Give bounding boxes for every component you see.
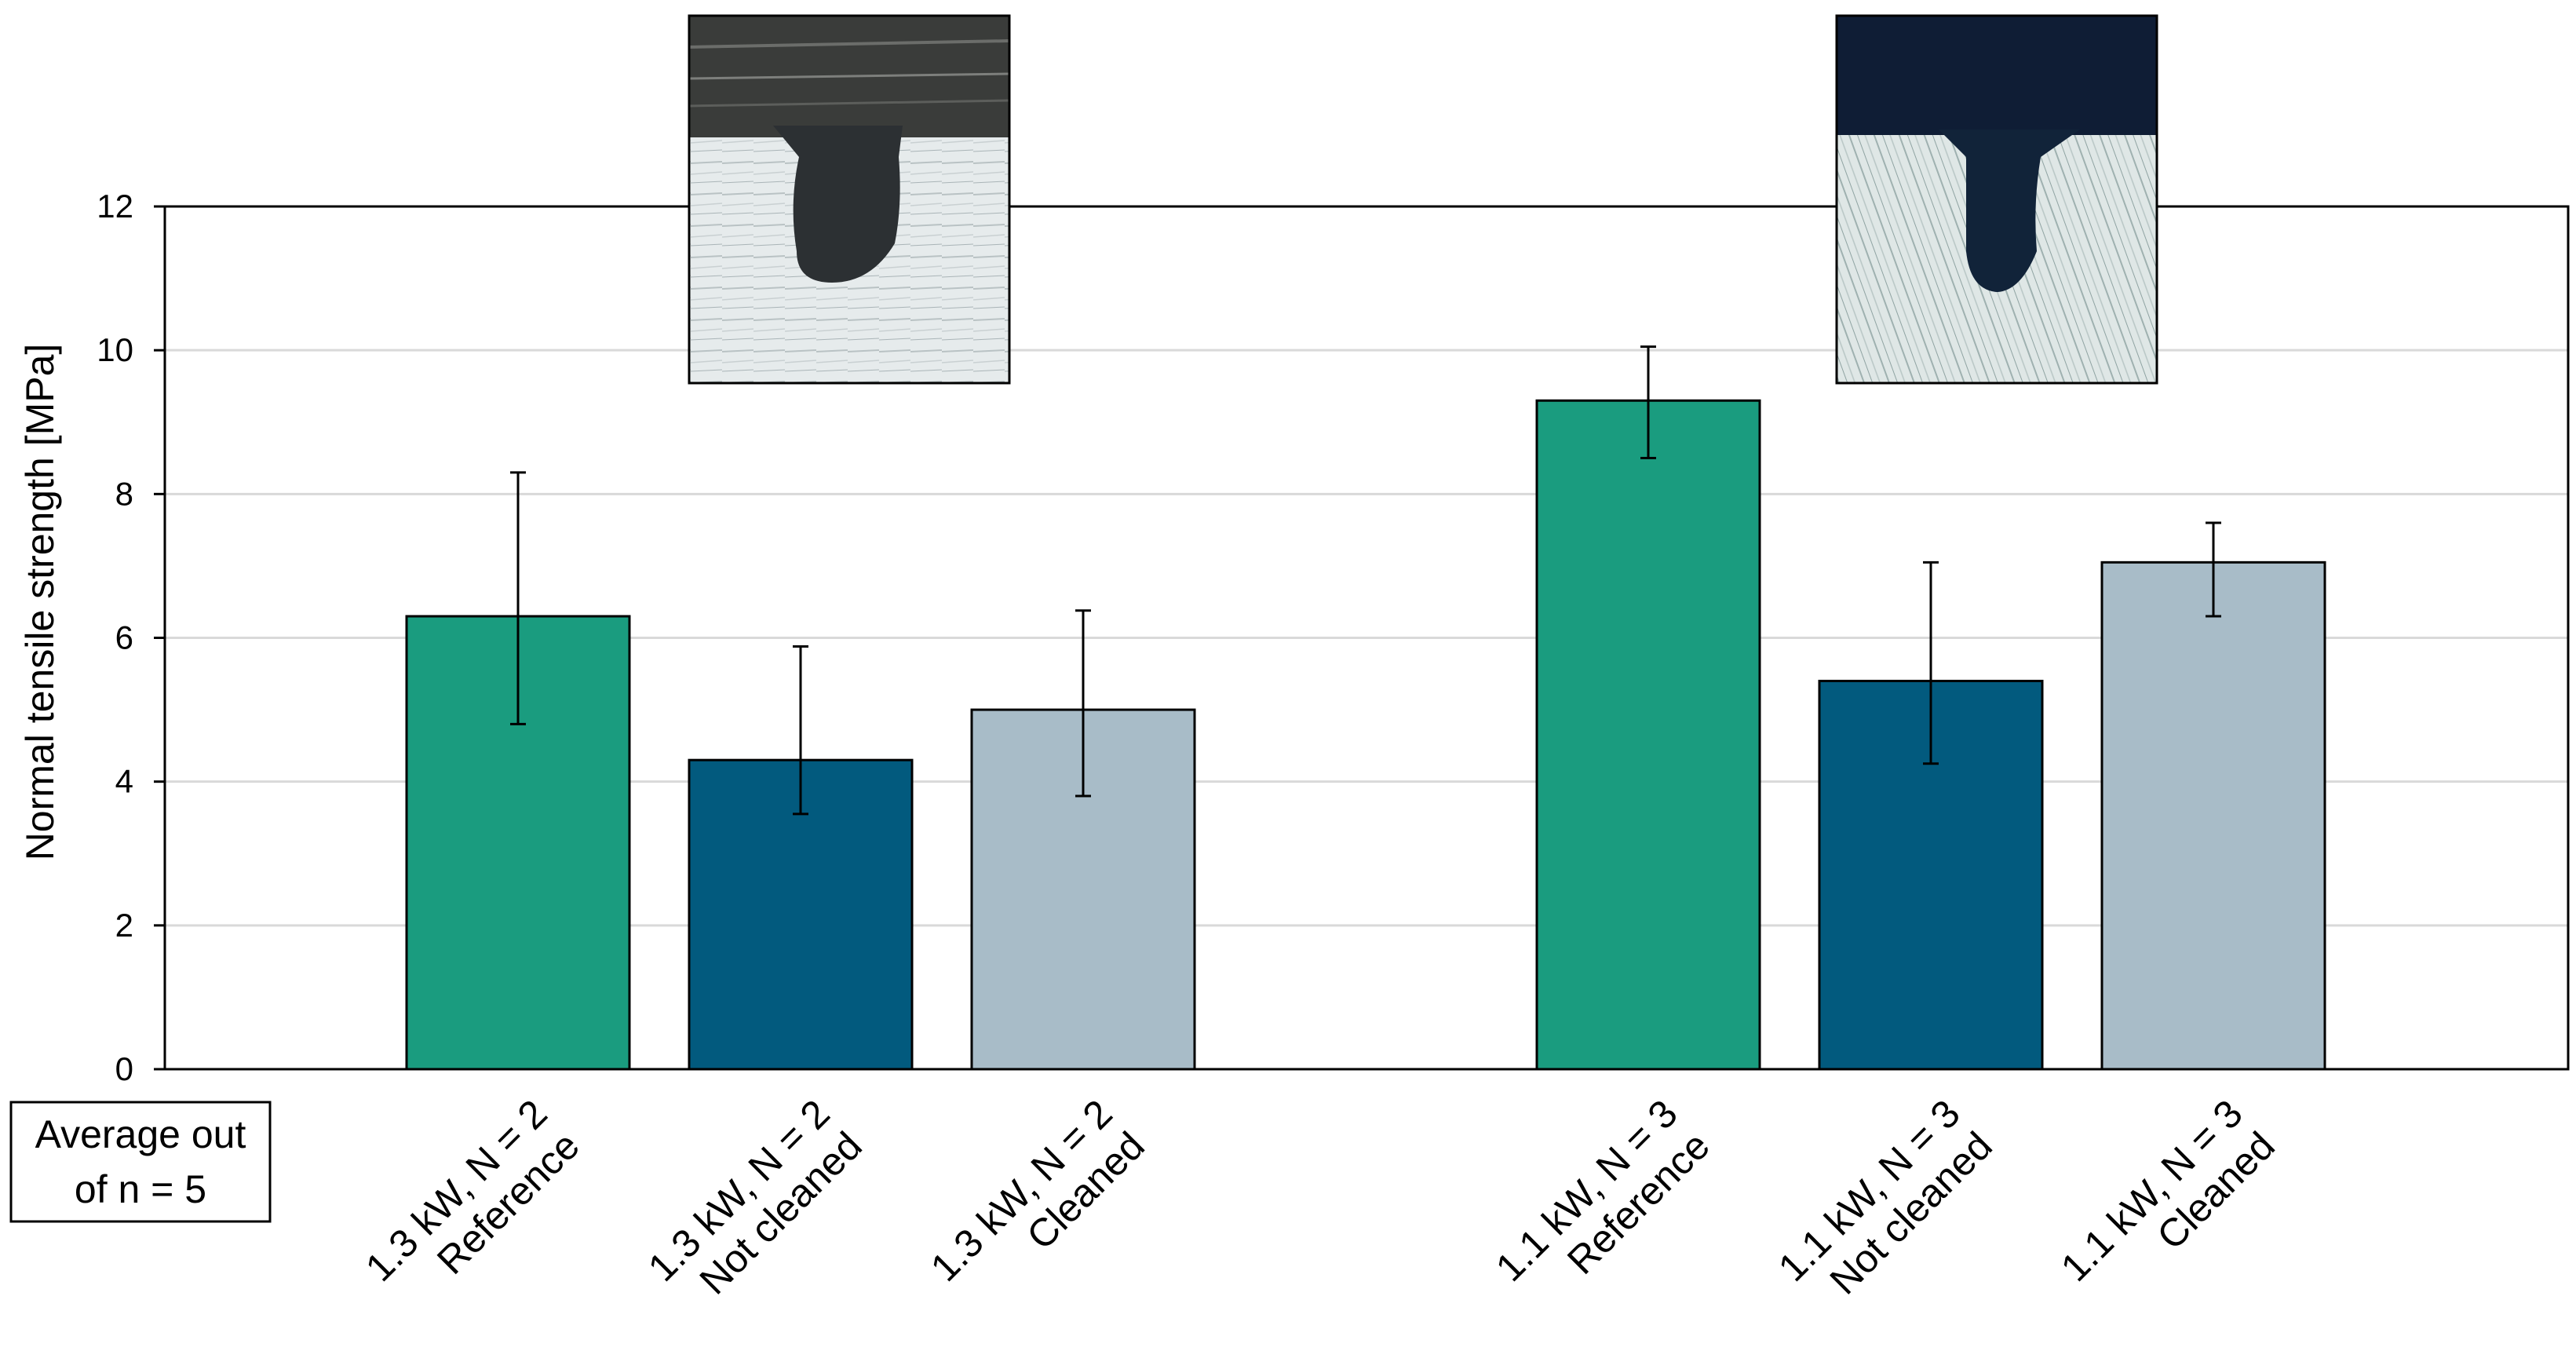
x-category-labels: 1.3 kW, N = 2Reference 1.3 kW, N = 2Not c… xyxy=(357,1091,2283,1322)
y-tick-labels: 0 2 4 6 8 10 12 xyxy=(97,188,165,1087)
error-bar xyxy=(1075,609,1091,798)
micrograph-1.1kw xyxy=(1835,14,2158,385)
x-tick-label: 1.3 kW, N = 2Not cleaned xyxy=(640,1091,870,1322)
x-tick-label: 1.1 kW, N = 3Not cleaned xyxy=(1770,1091,2001,1322)
bars xyxy=(405,399,2326,1071)
error-bar xyxy=(793,644,808,816)
y-tick-label: 6 xyxy=(115,619,133,656)
micrograph-1.3kw xyxy=(688,14,1011,385)
error-bar xyxy=(1640,345,1656,460)
bar xyxy=(2100,561,2326,1071)
y-axis-label: Normal tensile strength [MPa] xyxy=(18,344,62,861)
note-line-2: of n = 5 xyxy=(75,1167,206,1211)
average-note: Average out of n = 5 xyxy=(9,1101,272,1223)
y-tick-label: 10 xyxy=(97,331,133,368)
error-bar xyxy=(510,471,526,725)
error-bars xyxy=(510,345,2221,816)
x-tick-label: 1.1 kW, N = 3Reference xyxy=(1487,1091,1718,1322)
note-line-1: Average out xyxy=(35,1112,246,1156)
y-tick-label: 12 xyxy=(97,188,133,225)
x-tick-label: 1.3 kW, N = 2Reference xyxy=(357,1091,588,1322)
y-tick-label: 8 xyxy=(115,475,133,512)
y-tick-label: 0 xyxy=(115,1050,133,1087)
bar xyxy=(1535,399,1761,1071)
note-box xyxy=(9,1101,272,1223)
y-tick-label: 2 xyxy=(115,907,133,944)
y-tick-label: 4 xyxy=(115,763,133,800)
x-tick-label: 1.3 kW, N = 2Cleaned xyxy=(922,1091,1153,1322)
error-bar xyxy=(1923,561,1939,765)
x-tick-label: 1.1 kW, N = 3Cleaned xyxy=(2052,1091,2283,1322)
error-bar xyxy=(2206,521,2221,618)
